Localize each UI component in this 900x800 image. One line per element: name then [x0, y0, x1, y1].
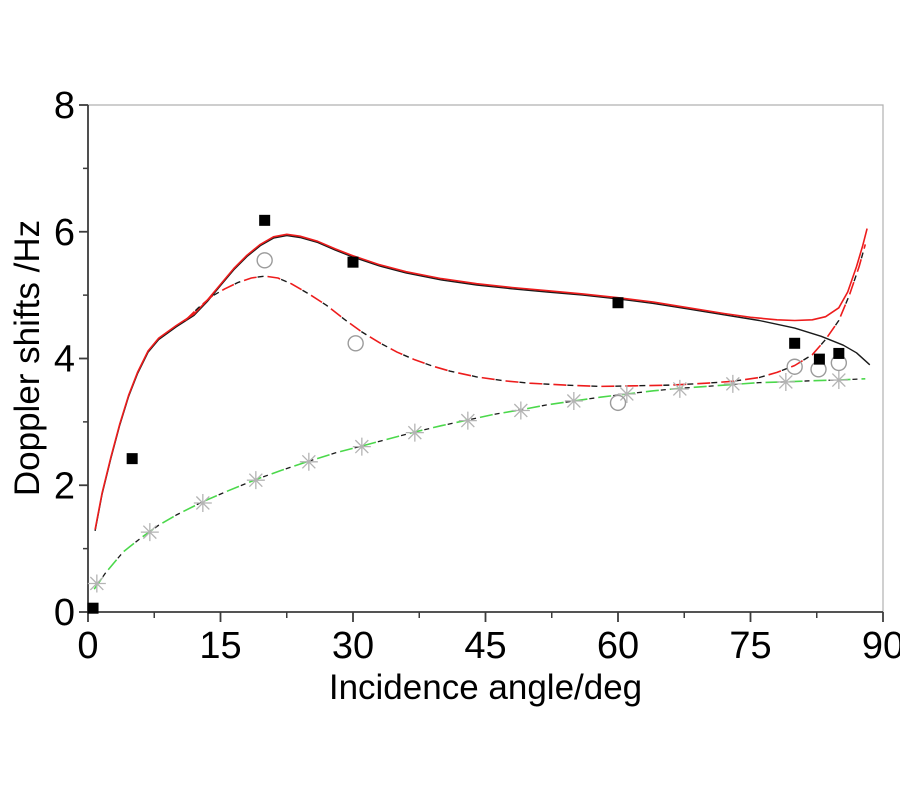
- red-solid-model-line: [94, 228, 868, 530]
- axis-lines: [87, 105, 883, 613]
- asterisk-marker: [246, 471, 265, 490]
- x-tick-label: 45: [464, 625, 506, 667]
- green-dashdot-model-line: [93, 378, 866, 590]
- y-tick-label: 8: [54, 85, 75, 127]
- y-tick-label: 0: [54, 592, 75, 634]
- black-dashdot-model-line: [93, 378, 866, 590]
- x-tick-label: 75: [729, 625, 771, 667]
- asterisk-marker: [87, 574, 106, 593]
- plot-frame: [88, 104, 884, 612]
- asterisk-marker: [564, 391, 583, 410]
- asterisk-marker: [511, 401, 530, 420]
- asterisk-marker: [776, 372, 795, 391]
- asterisk-marker: [299, 452, 318, 471]
- black-solid-model-line: [94, 234, 871, 532]
- square-marker: [126, 453, 138, 465]
- square-marker: [259, 214, 271, 226]
- x-tick-label: 90: [862, 625, 900, 667]
- asterisk-marker: [670, 379, 689, 398]
- asterisk-marker: [723, 374, 742, 393]
- asterisk-marker: [352, 437, 371, 456]
- asterisk-marker: [617, 384, 636, 403]
- asterisk-marker: [193, 493, 212, 512]
- circle-marker: [786, 358, 803, 375]
- x-axis-title: Incidence angle/deg: [328, 668, 643, 707]
- black-dashed-model-line: [184, 244, 866, 388]
- asterisk-marker: [458, 411, 477, 430]
- y-tick-label: 2: [54, 465, 75, 507]
- y-tick-label: 4: [54, 339, 75, 381]
- square-marker: [813, 353, 825, 365]
- square-marker: [789, 337, 801, 349]
- y-tick-label: 6: [54, 212, 75, 254]
- x-tick-label: 30: [332, 625, 374, 667]
- y-axis-title: Doppler shifts /Hz: [8, 219, 47, 497]
- x-tick-label: 15: [199, 625, 241, 667]
- square-marker: [612, 297, 624, 309]
- red-dashed-model-line: [184, 244, 867, 388]
- circle-marker: [256, 252, 273, 269]
- x-tick-label: 60: [597, 625, 639, 667]
- asterisk-marker: [405, 423, 424, 442]
- square-marker: [833, 347, 845, 359]
- asterisk-marker: [140, 523, 159, 542]
- square-marker: [347, 256, 359, 268]
- circle-marker: [609, 394, 627, 412]
- circle-marker: [347, 335, 364, 352]
- square-marker: [87, 602, 99, 614]
- x-tick-label: 0: [77, 625, 98, 667]
- asterisk-marker: [829, 371, 848, 390]
